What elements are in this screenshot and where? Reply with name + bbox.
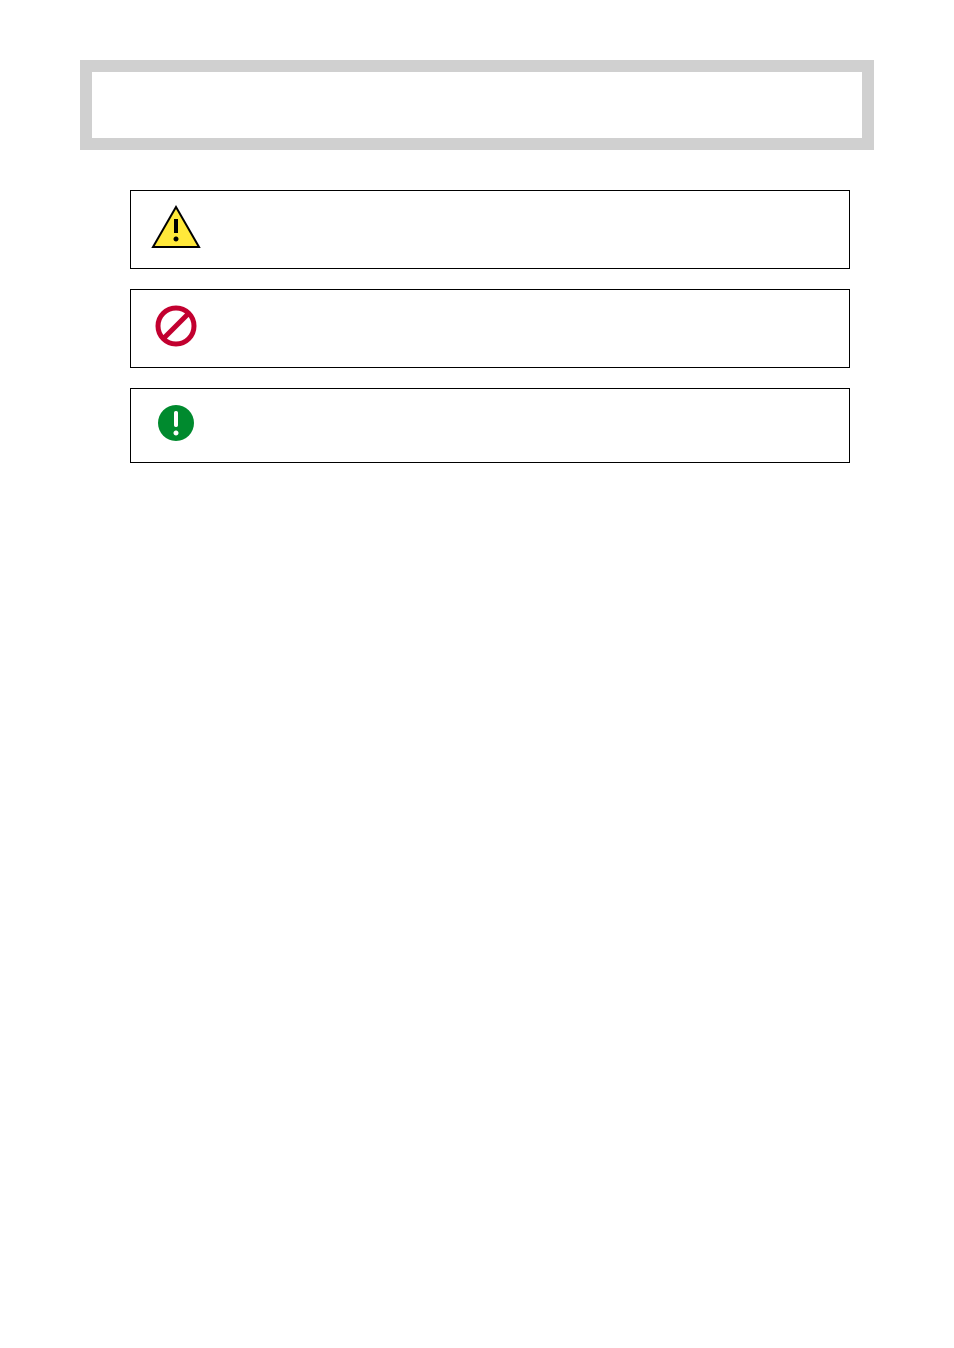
icon-description — [221, 290, 850, 368]
table-row — [131, 290, 850, 368]
icon-cell — [131, 290, 222, 368]
title-box — [80, 60, 874, 150]
icon-description — [221, 389, 850, 463]
page-container — [0, 0, 954, 563]
spacer — [80, 463, 874, 503]
icon-legend-table — [130, 289, 850, 368]
spacer — [80, 269, 874, 289]
mandatory-action-icon — [156, 403, 196, 448]
icon-cell — [131, 191, 222, 269]
icon-cell — [131, 389, 222, 463]
warning-triangle-icon — [151, 205, 201, 249]
table-row — [131, 389, 850, 463]
icon-legend-table — [130, 388, 850, 463]
table-row — [131, 191, 850, 269]
prohibit-icon — [154, 304, 198, 353]
spacer — [80, 368, 874, 388]
icon-legend-table — [130, 190, 850, 269]
icon-description — [221, 191, 850, 269]
